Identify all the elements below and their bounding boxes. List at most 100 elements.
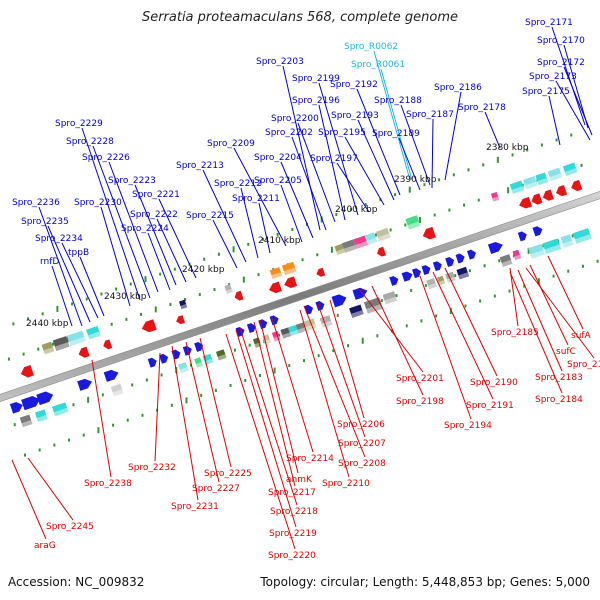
position-tick (100, 292, 103, 296)
position-tick (570, 133, 573, 137)
forward-gene-label: Spro_2228 (66, 137, 114, 147)
position-tick (125, 317, 128, 321)
position-tick (12, 322, 15, 326)
forward-cog-box (288, 324, 299, 337)
position-tick (302, 359, 305, 363)
reverse-leader-line (432, 271, 494, 400)
forward-cog-box (445, 271, 456, 283)
reverse-gene-arrow (542, 189, 554, 201)
forward-gene-label: Spro_2192 (330, 80, 378, 90)
position-tick (129, 282, 132, 286)
reverse-leader-line (239, 327, 298, 506)
position-tick (423, 183, 426, 187)
reverse-gene-arrow (377, 246, 387, 257)
forward-gene-arrow (389, 275, 399, 286)
position-tick (511, 153, 514, 157)
position-tick (394, 193, 397, 197)
position-tick (448, 208, 451, 212)
forward-leader-line (400, 104, 431, 186)
forward-cog-box (426, 278, 437, 290)
forward-gene-arrow (258, 319, 268, 330)
forward-leader-line (563, 66, 593, 136)
position-tick (169, 302, 172, 306)
forward-leader-line (92, 145, 151, 299)
position-tick (291, 227, 294, 231)
forward-gene-label: Spro_2196 (292, 96, 340, 106)
forward-leader-line (100, 206, 131, 307)
reverse-leader-line (371, 285, 424, 396)
reverse-cog-box (523, 176, 538, 190)
position-tick (115, 287, 118, 291)
reverse-leader-line (259, 319, 299, 474)
forward-leader-line (280, 161, 314, 239)
reverse-gene-label: Spro_2231 (171, 502, 219, 512)
forward-leader-line (282, 65, 321, 231)
reverse-cog-box (490, 191, 500, 202)
forward-gene-label: Spro_2197 (310, 154, 358, 164)
position-tick (66, 336, 69, 343)
position-tick (540, 143, 543, 147)
position-tick (374, 233, 377, 237)
forward-gene-label: Spro_2193 (331, 111, 379, 121)
forward-gene-label: Spro_2236 (12, 198, 60, 208)
position-tick (160, 373, 163, 377)
position-tick (145, 378, 148, 382)
reverse-cog-box (281, 261, 297, 276)
reverse-gene-label: Spro_2220 (268, 551, 316, 561)
position-tick (552, 274, 555, 278)
reverse-gene-label: Spro_2184 (535, 395, 583, 405)
reverse-gene-label: Spro_2219 (269, 529, 317, 539)
forward-leader-line (61, 242, 99, 319)
forward-gene-label: Spro_2211 (232, 194, 280, 204)
position-tick (159, 272, 162, 276)
reverse-gene-arrow (20, 365, 34, 378)
reverse-gene-arrow (269, 281, 282, 294)
forward-gene-arrow (315, 300, 325, 311)
reverse-cog-box (41, 341, 55, 355)
position-tick (350, 208, 353, 212)
position-tick (526, 148, 529, 152)
position-tick (7, 357, 10, 361)
forward-cog-box (303, 318, 317, 332)
position-tick (232, 246, 235, 253)
reverse-gene-arrow (103, 339, 113, 350)
forward-leader-line (38, 206, 83, 327)
position-tick (507, 187, 510, 194)
forward-gene-arrow (455, 253, 465, 264)
forward-leader-line (258, 202, 271, 254)
position-tick (13, 423, 16, 427)
reverse-gene-label: anmK (286, 475, 313, 485)
position-tick (273, 367, 276, 374)
reverse-gene-label: Spro_2238 (84, 479, 132, 489)
forward-cog-box (110, 383, 124, 397)
reverse-leader-line (253, 321, 296, 487)
position-tick (37, 347, 40, 351)
forward-leader-line (108, 161, 159, 293)
forward-gene-arrow (182, 345, 192, 356)
forward-gene-label: Spro_2187 (406, 110, 454, 120)
reverse-cog-box (269, 267, 283, 279)
reverse-gene-label: Spro_2190 (470, 378, 518, 388)
forward-gene-label: Spro_2209 (207, 139, 255, 149)
forward-gene-label: rnfD (40, 257, 59, 267)
position-tick (508, 289, 511, 293)
position-tick (288, 364, 291, 368)
forward-leader-line (51, 265, 73, 327)
forward-gene-label: Spro_R0062 (344, 42, 398, 52)
position-tick (596, 259, 599, 263)
position-tick (433, 213, 436, 217)
reverse-gene-label: Spro_2227 (192, 484, 240, 494)
position-tick (317, 354, 320, 358)
forward-gene-arrow (487, 241, 503, 254)
position-tick (580, 163, 583, 167)
forward-leader-line (79, 256, 105, 317)
reverse-gene-label: Spro_2232 (128, 463, 176, 473)
forward-cog-box (456, 266, 470, 280)
ruler-label: 2440 kbp (26, 319, 69, 329)
forward-cog-box (528, 243, 546, 259)
forward-leader-line (202, 169, 247, 263)
forward-leader-line (297, 122, 336, 223)
position-tick (410, 289, 413, 293)
reverse-gene-arrow (531, 193, 543, 205)
